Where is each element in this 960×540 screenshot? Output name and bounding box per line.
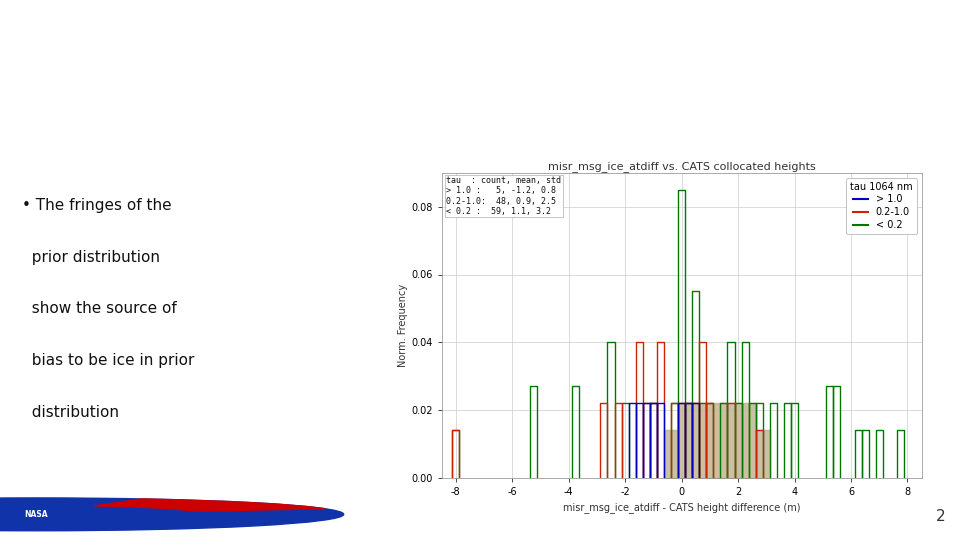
Text: 2018-04-23: 2018-04-23 (72, 510, 140, 523)
X-axis label: misr_msg_ice_atdiff - CATS height difference (m): misr_msg_ice_atdiff - CATS height differ… (563, 503, 801, 514)
Wedge shape (94, 499, 325, 511)
Text: show the source of: show the source of (22, 301, 177, 316)
Text: bias to be ice in prior: bias to be ice in prior (22, 353, 194, 368)
Text: 2: 2 (936, 509, 946, 524)
Text: distribution: distribution (22, 404, 119, 420)
Y-axis label: Norm. Frequency: Norm. Frequency (398, 284, 408, 367)
Circle shape (0, 498, 344, 531)
Text: Low optical depth ice clouds (cirrus?): Low optical depth ice clouds (cirrus?) (24, 48, 639, 76)
Text: NASA: NASA (25, 510, 48, 519)
Text: produce along-track biased retrievals: produce along-track biased retrievals (24, 112, 643, 140)
Text: tau  : count, mean, std
> 1.0 :   5, -1.2, 0.8
0.2-1.0:  48, 0.9, 2.5
< 0.2 :  5: tau : count, mean, std > 1.0 : 5, -1.2, … (446, 176, 562, 216)
Text: • The fringes of the: • The fringes of the (22, 198, 171, 213)
Text: prior distribution: prior distribution (22, 249, 159, 265)
Legend: > 1.0, 0.2-1.0, < 0.2: > 1.0, 0.2-1.0, < 0.2 (847, 178, 917, 234)
Title: misr_msg_ice_atdiff vs. CATS collocated heights: misr_msg_ice_atdiff vs. CATS collocated … (548, 160, 815, 172)
